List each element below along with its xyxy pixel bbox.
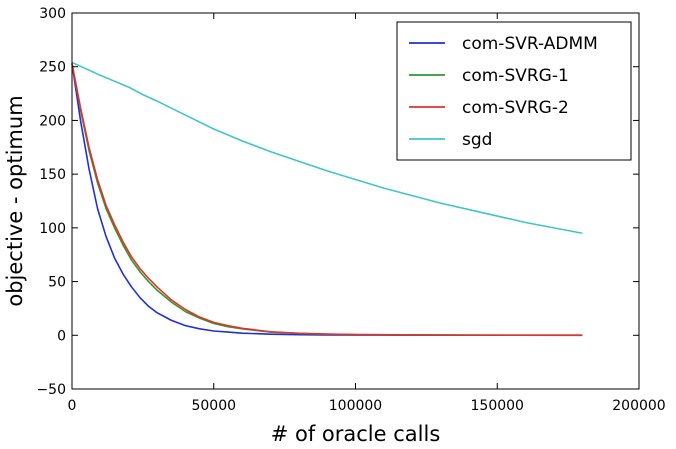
series-layer: [71, 61, 583, 337]
y-tick-label: 250: [39, 60, 66, 76]
series-line-3: [71, 61, 583, 235]
y-tick-label: 50: [48, 275, 66, 291]
legend-label-1: com-SVRG-1: [462, 66, 569, 86]
y-tick-label: 150: [39, 167, 66, 183]
y-tick-label: 300: [39, 6, 66, 22]
y-axis-label: objective - optimum: [3, 95, 27, 306]
legend-label-2: com-SVRG-2: [462, 98, 569, 118]
legend: com-SVR-ADMM com-SVRG-1 com-SVRG-2 sgd: [396, 21, 632, 161]
x-tick-label: 100000: [329, 398, 382, 414]
x-axis-label: # of oracle calls: [271, 422, 441, 446]
x-tick-label: 200000: [612, 398, 665, 414]
legend-label-0: com-SVR-ADMM: [462, 34, 598, 54]
y-tick-label: 0: [57, 328, 66, 344]
x-tick-label: 150000: [471, 398, 524, 414]
series-line-2: [71, 63, 583, 337]
legend-label-3: sgd: [462, 130, 492, 150]
y-tick-label: −50: [36, 382, 66, 398]
x-axis: 0 50000 100000 150000 200000: [68, 13, 666, 414]
y-tick-label: 100: [39, 221, 66, 237]
x-tick-label: 50000: [191, 398, 236, 414]
x-tick-label: 0: [68, 398, 77, 414]
legend-box: [396, 21, 632, 161]
y-tick-label: 200: [39, 113, 66, 129]
y-axis: −50 0 50 100 150 200 250 300: [36, 6, 639, 398]
